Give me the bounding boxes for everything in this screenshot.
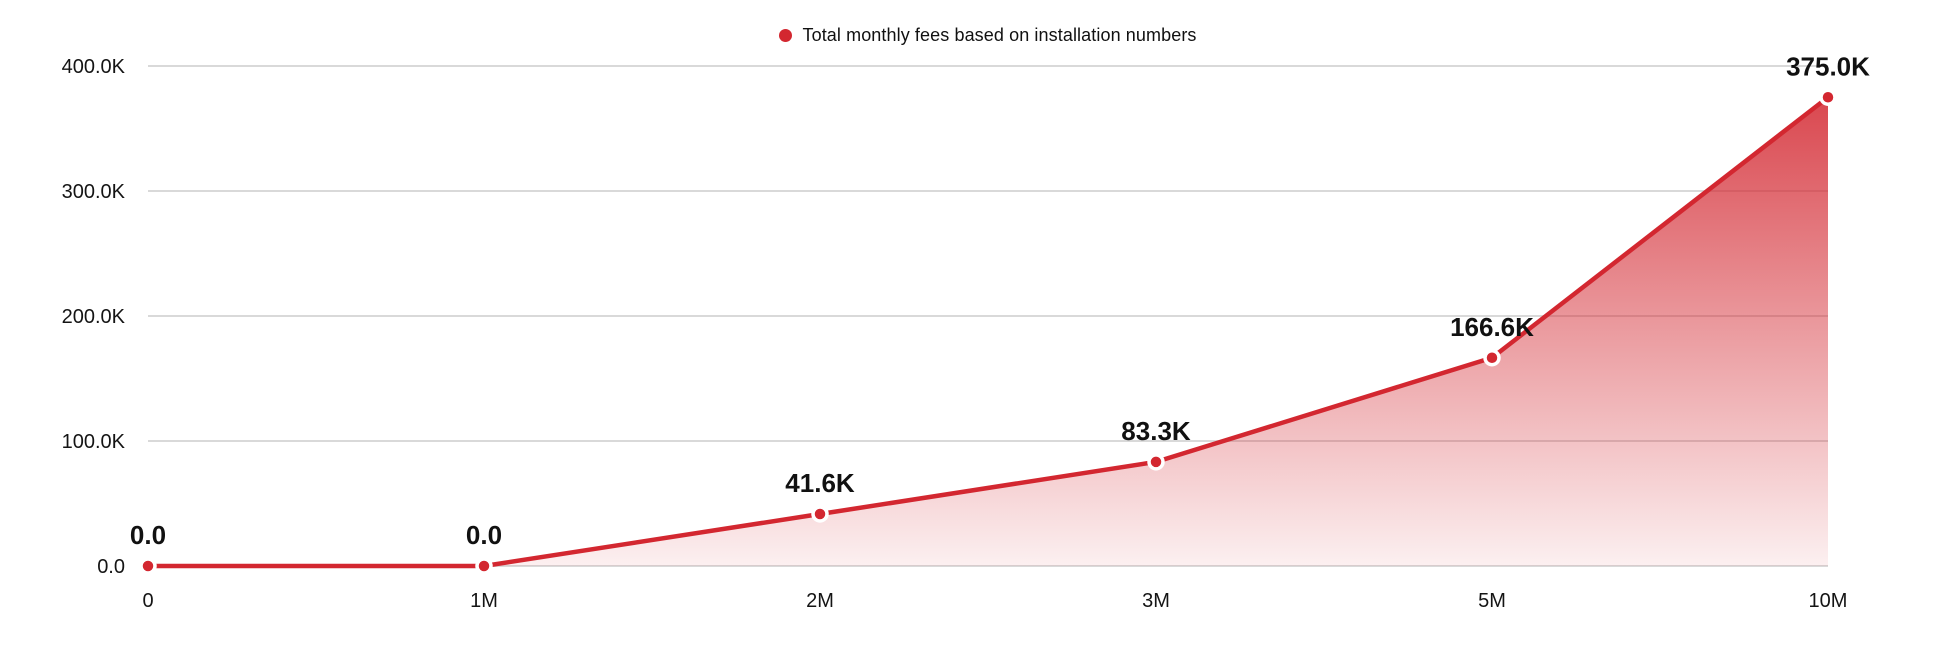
y-axis-tick-label: 100.0K <box>62 431 126 453</box>
x-axis-tick-label: 10M <box>1809 590 1848 612</box>
data-point-marker <box>1819 88 1837 106</box>
data-point-label: 0.0 <box>466 520 502 550</box>
x-axis-tick-label: 2M <box>806 590 834 612</box>
data-point-marker <box>475 557 493 575</box>
y-axis-tick-label: 300.0K <box>62 181 126 203</box>
data-point-label: 375.0K <box>1786 51 1870 81</box>
data-point-marker <box>139 557 157 575</box>
x-axis-tick-label: 0 <box>142 590 153 612</box>
y-axis-tick-label: 400.0K <box>62 56 126 78</box>
data-point-marker <box>1483 349 1501 367</box>
series-line <box>145 95 1831 569</box>
data-point-label: 83.3K <box>1121 416 1191 446</box>
x-axis-tick-label: 1M <box>470 590 498 612</box>
y-axis-tick-label: 200.0K <box>62 306 126 328</box>
x-axis-tick-label: 3M <box>1142 590 1170 612</box>
data-point-marker <box>1147 453 1165 471</box>
x-axis-tick-label: 5M <box>1478 590 1506 612</box>
y-axis-tick-label: 0.0 <box>97 556 125 578</box>
data-point-label: 166.6K <box>1450 312 1534 342</box>
data-point-label: 41.6K <box>785 468 855 498</box>
series-area-fill <box>148 97 1828 566</box>
data-point-label: 0.0 <box>130 520 166 550</box>
data-point-marker <box>811 505 829 523</box>
